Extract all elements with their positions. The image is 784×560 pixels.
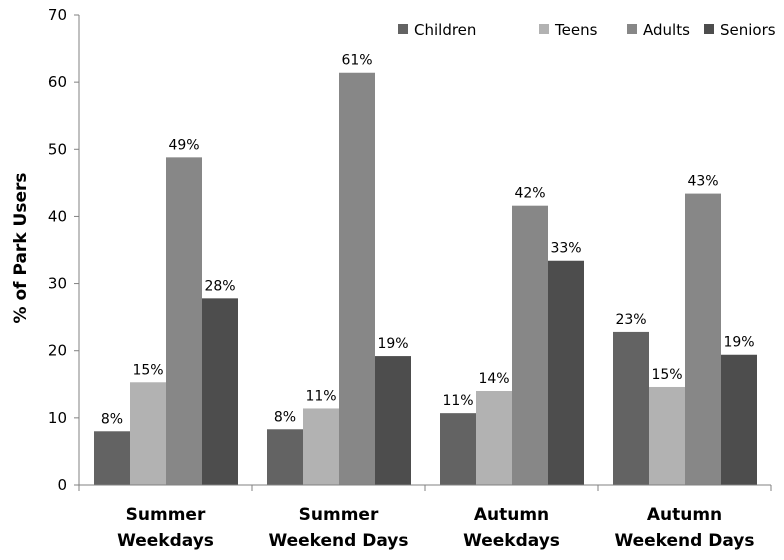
data-label: 11% xyxy=(442,393,473,409)
bar-seniors xyxy=(375,356,411,485)
x-category-label: Weekdays xyxy=(463,531,560,551)
data-label: 15% xyxy=(651,367,682,383)
x-category-label: Weekend Days xyxy=(268,531,408,551)
data-label: 19% xyxy=(723,335,754,351)
data-label: 8% xyxy=(101,411,123,427)
y-tick-label: 30 xyxy=(48,275,67,293)
bar-teens xyxy=(303,408,339,485)
data-label: 23% xyxy=(615,312,646,328)
legend-label-teens: Teens xyxy=(554,21,598,39)
y-axis: 0 10 20 30 40 50 60 70 xyxy=(48,6,80,494)
legend-label-children: Children xyxy=(414,21,476,39)
data-label: 61% xyxy=(341,53,372,69)
data-label: 8% xyxy=(274,409,296,425)
legend: Children Teens Adults Seniors xyxy=(398,21,776,39)
y-tick-label: 10 xyxy=(48,409,67,427)
y-tick-label: 0 xyxy=(57,476,67,494)
y-tick-label: 40 xyxy=(48,207,67,225)
x-axis: Summer Weekdays Summer Weekend Days Autumn We… xyxy=(78,484,772,551)
bar-adults xyxy=(339,72,375,485)
data-label: 14% xyxy=(478,371,509,387)
bar-children xyxy=(267,429,303,485)
data-label: 49% xyxy=(168,137,199,153)
x-category-label: Autumn xyxy=(474,505,549,525)
y-tick-label: 20 xyxy=(48,342,67,360)
y-axis-title: % of Park Users xyxy=(11,173,31,324)
bars xyxy=(94,72,757,486)
x-category-label: Weekend Days xyxy=(614,531,754,551)
bar-children xyxy=(94,431,130,485)
y-tick-label: 70 xyxy=(48,6,67,24)
data-label: 19% xyxy=(377,336,408,352)
x-category-label: Autumn xyxy=(647,505,722,525)
data-label: 11% xyxy=(305,388,336,404)
legend-swatch-adults xyxy=(627,24,637,34)
bar-children xyxy=(440,413,476,485)
bar-teens xyxy=(476,391,512,485)
legend-swatch-seniors xyxy=(704,24,714,34)
x-category-label: Weekdays xyxy=(117,531,214,551)
data-labels: 8% 15% 49% 28% 8% 11% 61% 19% 11% 14% 42% 33% 23% 15%… xyxy=(101,53,755,428)
data-label: 43% xyxy=(687,174,718,190)
bar-seniors xyxy=(202,298,238,485)
data-label: 15% xyxy=(132,362,163,378)
bar-seniors xyxy=(721,354,757,485)
x-category-label: Summer xyxy=(126,505,206,525)
bar-adults xyxy=(512,205,548,485)
data-label: 42% xyxy=(514,186,545,202)
y-tick-label: 50 xyxy=(48,140,67,158)
bar-seniors xyxy=(548,260,584,485)
bar-teens xyxy=(130,382,166,485)
bar-teens xyxy=(649,386,685,485)
legend-swatch-teens xyxy=(539,24,549,34)
legend-swatch-children xyxy=(398,24,408,34)
y-tick-label: 60 xyxy=(48,73,67,91)
bar-children xyxy=(613,331,649,485)
legend-label-seniors: Seniors xyxy=(720,21,776,39)
x-category-label: Summer xyxy=(299,505,379,525)
legend-label-adults: Adults xyxy=(643,21,690,39)
data-label: 28% xyxy=(204,278,235,294)
data-label: 33% xyxy=(550,241,581,257)
bar-adults xyxy=(685,193,721,485)
bar-adults xyxy=(166,157,202,486)
